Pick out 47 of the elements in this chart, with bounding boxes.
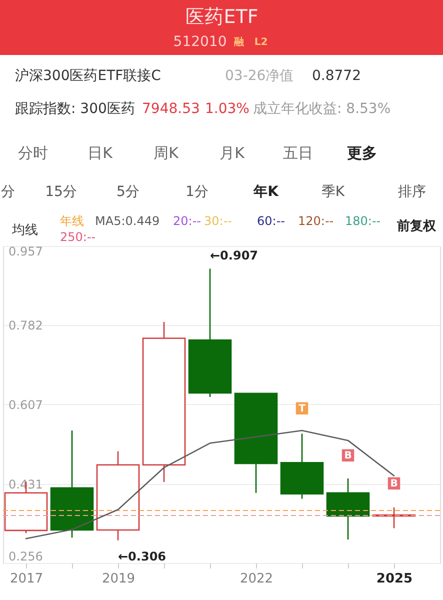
text: 跟踪指数: 300医药: [15, 101, 135, 117]
text: 分时: [18, 144, 48, 162]
legend-label: 20:--: [173, 214, 201, 228]
x-tick-label: 2019: [102, 572, 136, 586]
y-tick-label: 0.782: [8, 318, 43, 333]
x-tick-label: 2025: [376, 572, 413, 586]
annotation: B: [344, 450, 352, 462]
text: L2: [254, 37, 268, 48]
text: 五日: [283, 144, 313, 162]
legend-title: 年线: [60, 214, 84, 228]
text: 融: [234, 36, 245, 48]
y-tick-label: 0.256: [8, 550, 43, 564]
annotation: ←0.907: [210, 248, 258, 263]
text: 03-26净值: [225, 68, 294, 84]
text: 年K: [252, 184, 280, 200]
legend-label: 180:--: [345, 214, 381, 228]
text: 15分: [45, 184, 77, 200]
x-tick-label: 2022: [240, 572, 274, 586]
text: 季K: [321, 184, 346, 200]
text: 5分: [116, 184, 140, 200]
text: 更多: [347, 144, 377, 162]
text: 日K: [88, 144, 114, 162]
text: 分: [1, 184, 15, 200]
legend-label: 30:--: [204, 214, 232, 228]
annotation: ←0.306: [118, 549, 166, 564]
text: MA5:0.449: [95, 214, 160, 228]
legend-label: 60:--: [257, 214, 285, 228]
text: 前复权: [396, 219, 437, 234]
text: 月K: [220, 144, 246, 162]
chart-title: 医药ETF: [186, 6, 258, 28]
annotation: B: [390, 478, 398, 490]
text: 排序: [398, 184, 426, 200]
text: 1.03%: [205, 101, 250, 117]
x-tick-label: 2017: [10, 572, 44, 586]
legend-label: 250:--: [60, 230, 96, 244]
text: 沪深300医药ETF联接C: [15, 68, 162, 84]
text: 周K: [154, 144, 180, 162]
text: 成立年化收益: 8.53%: [253, 101, 391, 117]
chart-subtitle: 512010: [173, 34, 227, 50]
text: 1分: [186, 184, 208, 200]
y-tick-label: 0.957: [8, 244, 43, 258]
text: 7948.53: [142, 101, 200, 117]
y-tick-label: 0.607: [8, 398, 43, 412]
legend-label: 120:--: [298, 214, 334, 228]
annotation: T: [298, 403, 306, 414]
text: 均线: [11, 223, 38, 238]
text: 0.8772: [312, 68, 361, 84]
